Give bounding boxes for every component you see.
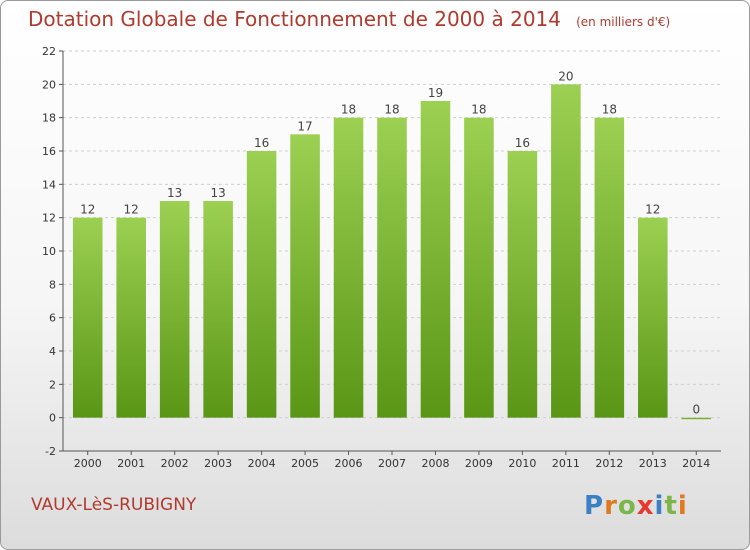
x-tick-label-2002: 2002 — [161, 457, 189, 470]
logo-letter: x — [636, 491, 655, 521]
bar-2013 — [638, 217, 668, 418]
data-label-2010: 16 — [515, 136, 530, 150]
logo-letter: r — [604, 491, 618, 521]
bar-2006 — [333, 117, 364, 418]
chart-subtitle: (en milliers d'€) — [576, 15, 671, 29]
data-label-2002: 13 — [167, 186, 182, 200]
bar-2010 — [507, 151, 538, 418]
data-label-2006: 18 — [341, 103, 356, 117]
data-label-2014: 0 — [692, 403, 700, 417]
bar-2014 — [681, 417, 712, 420]
logo-letter: t — [664, 491, 678, 521]
y-tick-label: 0 — [49, 412, 56, 425]
x-tick-label-2009: 2009 — [465, 457, 493, 470]
y-tick-label: 4 — [49, 345, 56, 358]
x-tick-label-2014: 2014 — [682, 457, 710, 470]
bar-2003 — [203, 201, 233, 418]
chart-title: Dotation Globale de Fonctionnement de 20… — [28, 7, 561, 31]
bar-2001 — [116, 217, 146, 418]
data-labels: 12 12 13 13 16 17 18 18 19 18 16 20 18 12 0 — [80, 69, 700, 416]
bar-2002 — [159, 201, 190, 418]
bar-2000 — [72, 217, 103, 418]
data-label-2005: 17 — [297, 119, 312, 133]
x-tick-label-2013: 2013 — [639, 457, 667, 470]
logo-letter: i — [677, 491, 688, 521]
logo-letter: i — [654, 491, 665, 521]
bar-2009 — [464, 117, 494, 418]
y-tick-label: 8 — [49, 278, 56, 291]
bar-2005 — [290, 134, 320, 418]
x-tick-label-2007: 2007 — [378, 457, 406, 470]
x-tick-label-2006: 2006 — [335, 457, 363, 470]
x-tick-label-2003: 2003 — [204, 457, 232, 470]
chart-title-block: Dotation Globale de Fonctionnement de 20… — [28, 7, 670, 31]
y-tick-label: 22 — [42, 45, 56, 58]
data-label-2013: 12 — [645, 203, 660, 217]
data-label-2000: 12 — [80, 203, 95, 217]
y-tick-label: 20 — [42, 78, 56, 91]
y-tick-label: 14 — [42, 178, 56, 191]
y-tick-label: 12 — [42, 212, 56, 225]
x-tick-label-2004: 2004 — [248, 457, 276, 470]
x-tick-label-2005: 2005 — [291, 457, 319, 470]
bar-2012 — [594, 117, 625, 418]
y-tick-label: 18 — [42, 112, 56, 125]
data-label-2004: 16 — [254, 136, 269, 150]
y-tick-label: 10 — [42, 245, 56, 258]
data-label-2011: 20 — [558, 69, 573, 83]
x-tick-label-2010: 2010 — [508, 457, 536, 470]
x-tick-label-2001: 2001 — [117, 457, 145, 470]
logo-letter: P — [584, 491, 605, 521]
data-label-2001: 12 — [124, 203, 139, 217]
data-label-2003: 13 — [210, 186, 225, 200]
bar-2004 — [246, 151, 277, 418]
y-tick-label: 16 — [42, 145, 56, 158]
logo-letter: o — [617, 491, 637, 521]
bar-2011 — [551, 84, 581, 418]
data-label-2012: 18 — [602, 103, 617, 117]
x-tick-label-2011: 2011 — [552, 457, 580, 470]
y-tick-label: 2 — [49, 378, 56, 391]
bars — [72, 84, 712, 420]
proxiti-logo[interactable]: Proxiti — [584, 491, 688, 521]
commune-name: VAUX-LèS-RUBIGNY — [31, 495, 197, 515]
y-tick-label: -2 — [45, 445, 56, 458]
x-tick-label-2008: 2008 — [421, 457, 449, 470]
data-label-2008: 19 — [428, 86, 443, 100]
data-label-2007: 18 — [384, 103, 399, 117]
bar-2007 — [377, 117, 407, 418]
x-tick-label-2012: 2012 — [595, 457, 623, 470]
data-label-2009: 18 — [471, 103, 486, 117]
y-tick-label: 6 — [49, 312, 56, 325]
bar-2008 — [420, 101, 451, 418]
x-tick-label-2000: 2000 — [74, 457, 102, 470]
